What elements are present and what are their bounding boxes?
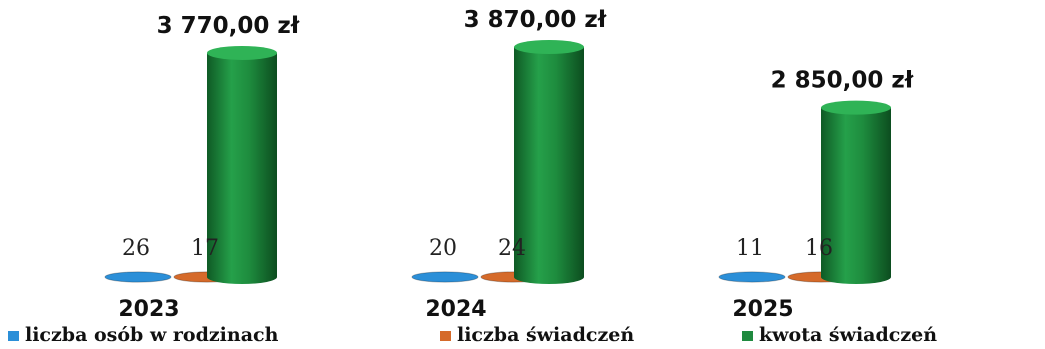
category-label-2024: 2024 <box>425 297 486 322</box>
bar-2-2023 <box>207 45 277 285</box>
bar-2-body-2024 <box>514 47 584 284</box>
data-label-0-2023: 26 <box>122 236 150 261</box>
legend-label-2: kwota świadczeń <box>759 324 937 346</box>
data-label-1-2024: 24 <box>498 236 526 261</box>
legend-swatch-1 <box>440 331 451 341</box>
data-label-2-2023: 3 770,00 zł <box>157 13 300 39</box>
data-label-2-2025: 2 850,00 zł <box>771 68 914 94</box>
bar-0-2024 <box>411 271 479 283</box>
data-label-1-2025: 16 <box>805 236 833 261</box>
bar-2-top-2023 <box>207 45 277 60</box>
data-label-0-2024: 20 <box>429 236 457 261</box>
data-label-0-2025: 11 <box>736 236 764 261</box>
legend-label-0: liczba osób w rodzinach <box>25 324 279 346</box>
bar-0-2025 <box>718 271 786 283</box>
bar-2-body-2023 <box>207 52 277 285</box>
data-label-2-2024: 3 870,00 zł <box>464 7 607 33</box>
bar-2-2025 <box>821 100 891 285</box>
bar-2-top-2024 <box>514 40 584 54</box>
legend-swatch-2 <box>742 331 753 341</box>
bar-2-body-2025 <box>821 107 891 285</box>
bar-2-2024 <box>514 40 584 284</box>
legend-swatch-0 <box>8 331 19 341</box>
category-label-2023: 2023 <box>118 297 179 322</box>
category-label-2025: 2025 <box>732 297 793 322</box>
data-label-1-2023: 17 <box>191 236 219 261</box>
legend: liczba osób w rodzinach liczba świadczeń k… <box>8 324 937 346</box>
bar-0-2023 <box>104 271 172 283</box>
bar-2-top-2025 <box>821 100 891 115</box>
bars-layer <box>104 40 891 285</box>
legend-label-1: liczba świadczeń <box>457 324 634 346</box>
